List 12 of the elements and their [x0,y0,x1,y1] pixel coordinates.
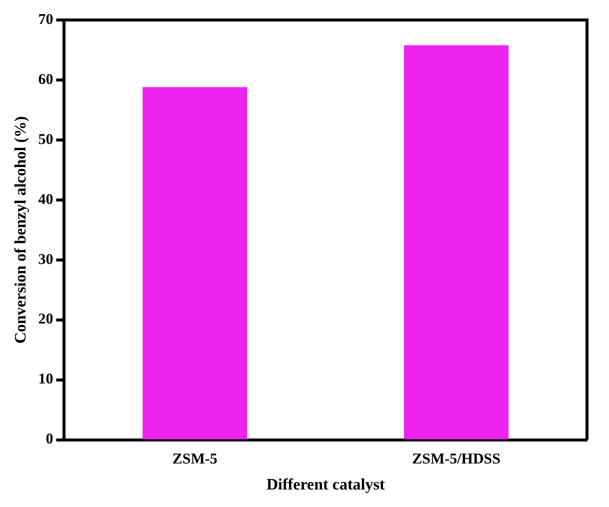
y-tick-label: 60 [38,72,54,88]
x-tick-label: ZSM-5/HDSS [412,452,500,468]
y-tick-label: 50 [38,132,54,148]
y-tick-label: 0 [46,432,54,448]
y-tick-label: 30 [38,252,54,268]
x-axis-title: Different catalyst [266,476,386,494]
y-tick-label: 40 [38,192,54,208]
y-axis-title: Conversion of benzyl alcohol (%) [12,116,30,344]
x-tick-label: ZSM-5 [172,452,218,468]
y-tick-label: 20 [38,312,54,328]
y-tick-label: 70 [38,12,54,28]
y-tick-label: 10 [38,372,54,388]
